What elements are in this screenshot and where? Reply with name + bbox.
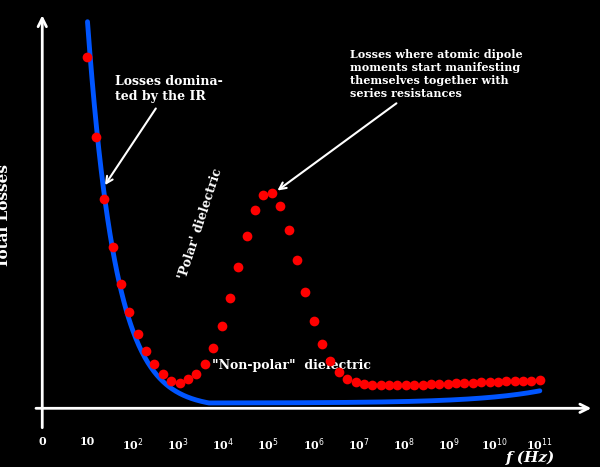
Text: 10$^{10}$: 10$^{10}$ [481,436,508,453]
Text: 10$^3$: 10$^3$ [167,436,189,453]
Text: f (Hz): f (Hz) [506,451,556,465]
Text: 'Polar' dielectric: 'Polar' dielectric [176,166,224,281]
Text: 10$^8$: 10$^8$ [393,436,415,453]
Text: 10$^5$: 10$^5$ [257,436,280,453]
Text: Total Losses: Total Losses [0,164,11,268]
Text: 10$^6$: 10$^6$ [302,436,325,453]
Text: "Non-polar"  dielectric: "Non-polar" dielectric [212,359,371,372]
Text: 10: 10 [80,436,95,447]
Text: 10$^4$: 10$^4$ [212,436,234,453]
Text: 10$^7$: 10$^7$ [348,436,370,453]
Text: 10$^{11}$: 10$^{11}$ [526,436,553,453]
Text: 10$^2$: 10$^2$ [122,436,143,453]
Text: 0: 0 [38,436,46,447]
Text: Losses domina-
ted by the IR: Losses domina- ted by the IR [106,75,223,183]
Text: 10$^9$: 10$^9$ [439,436,460,453]
Text: Losses where atomic dipole
moments start manifesting
themselves together with
se: Losses where atomic dipole moments start… [280,50,523,189]
